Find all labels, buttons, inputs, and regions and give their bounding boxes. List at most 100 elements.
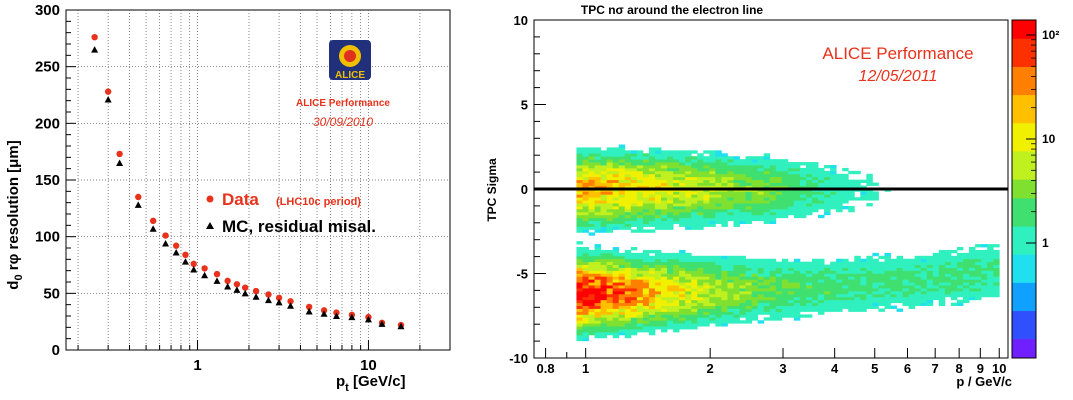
heatmap-cell (956, 273, 964, 277)
heatmap-cell (775, 159, 783, 163)
heatmap-cell (890, 273, 897, 277)
heatmap-cell (824, 182, 831, 186)
heatmap-cell (636, 285, 644, 289)
heatmap-cell (769, 317, 777, 321)
heatmap-cell (745, 258, 753, 263)
heatmap-cell (636, 170, 644, 175)
heatmap-cell (884, 276, 891, 280)
heatmap-cell (938, 270, 946, 274)
heatmap-cell (866, 299, 873, 304)
heatmap-cell (812, 285, 819, 289)
heatmap-cell (624, 331, 632, 336)
heatmap-cell (648, 206, 656, 210)
heatmap-cell (969, 273, 976, 277)
heatmap-cell (938, 296, 946, 301)
heatmap-cell (769, 282, 777, 286)
heatmap-cell (878, 270, 885, 274)
heatmap-cell (932, 290, 940, 295)
heatmap-cell (781, 165, 789, 169)
heatmap-cell (648, 147, 656, 151)
heatmap-cell (981, 279, 988, 283)
heatmap-cell (715, 270, 722, 274)
heatmap-cell (848, 191, 855, 195)
heatmap-cell (950, 282, 958, 286)
heatmap-cell (757, 185, 765, 189)
data-point (182, 251, 189, 258)
heatmap-cell (612, 203, 620, 207)
heatmap-cell (576, 302, 583, 307)
heatmap-cell (842, 182, 849, 186)
heatmap-cell (606, 194, 614, 198)
alice-logo-text: ALICE (335, 70, 365, 81)
heatmap-cell (661, 211, 668, 216)
heatmap-cell (878, 261, 885, 265)
heatmap-cell (830, 197, 837, 201)
heatmap-cell (781, 191, 789, 195)
heatmap-cell (969, 252, 976, 257)
heatmap-cell (606, 252, 614, 257)
heatmap-cell (679, 203, 686, 207)
heatmap-cell (618, 197, 626, 201)
heatmap-cell (624, 267, 632, 271)
heatmap-cell (721, 290, 728, 295)
heatmap-cell (600, 264, 608, 268)
heatmap-cell (739, 264, 746, 268)
heatmap-cell (739, 279, 746, 283)
heatmap-cell (721, 203, 728, 207)
heatmap-cell (812, 176, 819, 181)
heatmap-cell (920, 282, 928, 286)
heatmap-cell (691, 203, 698, 207)
heatmap-cell (751, 194, 759, 198)
heatmap-cell (944, 276, 952, 280)
heatmap-cell (769, 264, 777, 268)
heatmap-cell (582, 182, 589, 186)
heatmap-cell (612, 156, 620, 160)
heatmap-cell (697, 314, 704, 318)
heatmap-cell (618, 206, 626, 210)
heatmap-cell (630, 185, 638, 189)
heatmap-cell (715, 311, 722, 315)
heatmap-cell (854, 282, 861, 286)
heatmap-cell (697, 293, 704, 298)
heatmap-cell (667, 264, 674, 268)
heatmap-cell (757, 261, 765, 265)
heatmap-cell (636, 252, 644, 257)
heatmap-cell (648, 156, 656, 160)
heatmap-cell (890, 270, 897, 274)
heatmap-cell (582, 305, 589, 309)
heatmap-cell (582, 167, 589, 172)
heatmap-cell (854, 288, 861, 292)
heatmap-cell (781, 285, 789, 289)
heatmap-cell (642, 170, 650, 175)
heatmap-cell (926, 296, 934, 301)
heatmap-cell (582, 293, 589, 298)
heatmap-cell (727, 176, 734, 181)
heatmap-cell (775, 214, 783, 219)
heatmap-cell (606, 170, 614, 175)
heatmap-cell (715, 200, 722, 204)
heatmap-cell (727, 290, 734, 295)
heatmap-cell (860, 267, 867, 271)
heatmap-cell (606, 258, 614, 263)
heatmap-cell (618, 317, 626, 321)
heatmap-cell (594, 150, 602, 154)
heatmap-cell (673, 208, 680, 213)
heatmap-cell (588, 179, 595, 183)
heatmap-cell (799, 182, 807, 186)
heatmap-cell (824, 270, 831, 274)
heatmap-cell (673, 264, 680, 268)
heatmap-cell (612, 150, 620, 154)
heatmap-cell (781, 206, 789, 210)
colorbar-segment (1012, 151, 1036, 162)
heatmap-cell (812, 302, 819, 307)
heatmap-cell (642, 290, 650, 295)
heatmap-cell (582, 267, 589, 271)
heatmap-cell (612, 279, 620, 283)
heatmap-cell (588, 267, 595, 271)
heatmap-cell (896, 285, 904, 289)
heatmap-cell (727, 191, 734, 195)
heatmap-cell (679, 308, 686, 312)
heatmap-cell (854, 258, 861, 263)
heatmap-cell (775, 191, 783, 195)
heatmap-cell (612, 255, 620, 260)
